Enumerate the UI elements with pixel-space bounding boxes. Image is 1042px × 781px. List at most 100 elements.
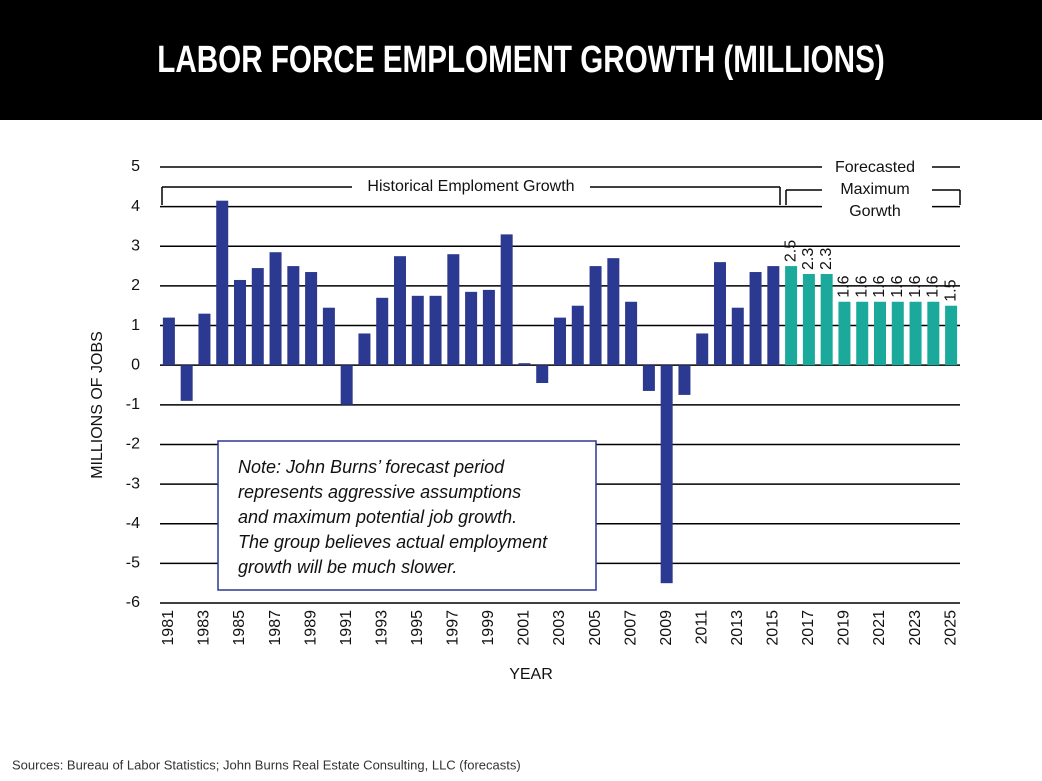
bar	[714, 262, 726, 366]
bar	[571, 305, 584, 366]
x-tick-label: 2013	[729, 610, 746, 646]
x-tick-label: 2019	[836, 610, 853, 646]
bar	[234, 279, 246, 366]
x-tick-label: 2007	[622, 610, 639, 646]
bar	[749, 272, 762, 366]
value-label: 1.6	[853, 275, 870, 297]
x-tick-label: 1983	[196, 610, 213, 646]
annotation: Historical Emploment Growth	[367, 178, 574, 195]
bar	[625, 301, 638, 366]
bar	[731, 307, 744, 366]
x-tick-label: 2003	[551, 610, 568, 646]
value-label: 1.6	[907, 275, 924, 297]
bar	[856, 301, 869, 366]
note-line: growth will be much slower.	[238, 557, 457, 577]
bar	[500, 234, 513, 366]
bar	[696, 333, 709, 366]
x-tick-label: 2015	[765, 610, 782, 646]
bar	[340, 365, 353, 405]
bar	[767, 266, 780, 366]
chart-title: LABOR FORCE EMPLOMENT GROWTH (MILLIONS)	[157, 39, 884, 81]
value-label: 1.6	[889, 275, 906, 297]
x-tick-label: 1985	[231, 610, 248, 646]
note-box	[217, 440, 597, 591]
label-bg	[822, 179, 932, 201]
label-bg	[352, 176, 590, 198]
y-tick-label: 3	[131, 237, 140, 254]
label-bg	[822, 157, 932, 179]
x-axis-label: YEAR	[509, 666, 553, 683]
bar	[287, 266, 300, 366]
value-label: 1.6	[871, 275, 888, 297]
bar	[180, 365, 193, 401]
y-tick-label: -4	[126, 515, 140, 532]
value-label: 1.5	[942, 279, 959, 301]
annotation: Forecasted	[835, 159, 915, 176]
x-tick-label: 1993	[373, 610, 390, 646]
bar	[447, 254, 460, 366]
y-tick-label: -1	[126, 396, 140, 413]
note-line: represents aggressive assumptions	[238, 482, 521, 502]
bar	[554, 317, 566, 366]
bar	[482, 289, 495, 366]
bar	[927, 301, 940, 366]
x-tick-label: 2023	[907, 610, 924, 646]
bar	[945, 305, 958, 366]
bar	[394, 256, 406, 366]
bar	[891, 301, 904, 366]
note-line: and maximum potential job growth.	[238, 507, 517, 527]
label-bg	[822, 201, 932, 223]
bar	[589, 266, 602, 366]
x-tick-label: 1989	[302, 610, 319, 646]
value-label: 2.3	[818, 248, 835, 270]
y-tick-label: 4	[131, 198, 140, 215]
bar	[660, 365, 673, 584]
bar	[518, 363, 531, 366]
x-tick-label: 1981	[160, 610, 177, 646]
bar	[909, 301, 922, 366]
y-tick-label: 2	[131, 277, 140, 294]
note-line: Note: John Burns’ forecast period	[238, 457, 505, 477]
bar	[322, 307, 335, 366]
x-tick-label: 2025	[942, 610, 959, 646]
x-tick-label: 1997	[445, 610, 462, 646]
x-tick-label: 1991	[338, 610, 355, 646]
value-label: 1.6	[836, 275, 853, 297]
value-label: 1.6	[925, 275, 942, 297]
x-tick-label: 2017	[800, 610, 817, 646]
bar	[429, 295, 442, 366]
source: Sources: Bureau of Labor Statistics; Joh…	[12, 757, 521, 772]
x-tick-label: 2005	[587, 610, 604, 646]
x-tick-label: 2011	[693, 610, 710, 645]
y-tick-label: -2	[126, 436, 140, 453]
bar	[838, 301, 851, 366]
bar	[874, 301, 886, 366]
annotation: Maximum	[840, 181, 909, 198]
x-tick-label: 2001	[516, 610, 533, 646]
bar	[162, 317, 175, 366]
y-tick-label: 0	[131, 356, 140, 373]
x-tick-label: 2021	[871, 610, 888, 646]
bar	[198, 313, 211, 366]
x-tick-label: 2009	[658, 610, 675, 646]
x-tick-label: 1987	[267, 610, 284, 646]
y-tick-label: -5	[126, 555, 140, 572]
bar	[607, 258, 620, 366]
y-tick-label: 1	[131, 317, 140, 334]
bar	[678, 365, 691, 395]
y-axis-label: MILLIONS OF JOBS	[89, 331, 106, 479]
bar	[642, 365, 655, 391]
value-label: 2.5	[782, 240, 799, 262]
bar	[536, 365, 549, 384]
y-tick-label: -6	[126, 594, 140, 611]
bar	[785, 266, 798, 366]
note-line: The group believes actual employment	[238, 532, 548, 552]
bar	[269, 252, 282, 366]
bar	[411, 295, 424, 366]
value-label: 2.3	[800, 248, 817, 270]
x-tick-label: 1999	[480, 610, 497, 646]
y-tick-label: 5	[131, 158, 140, 175]
y-tick-label: -3	[126, 475, 140, 492]
bar	[216, 200, 229, 366]
